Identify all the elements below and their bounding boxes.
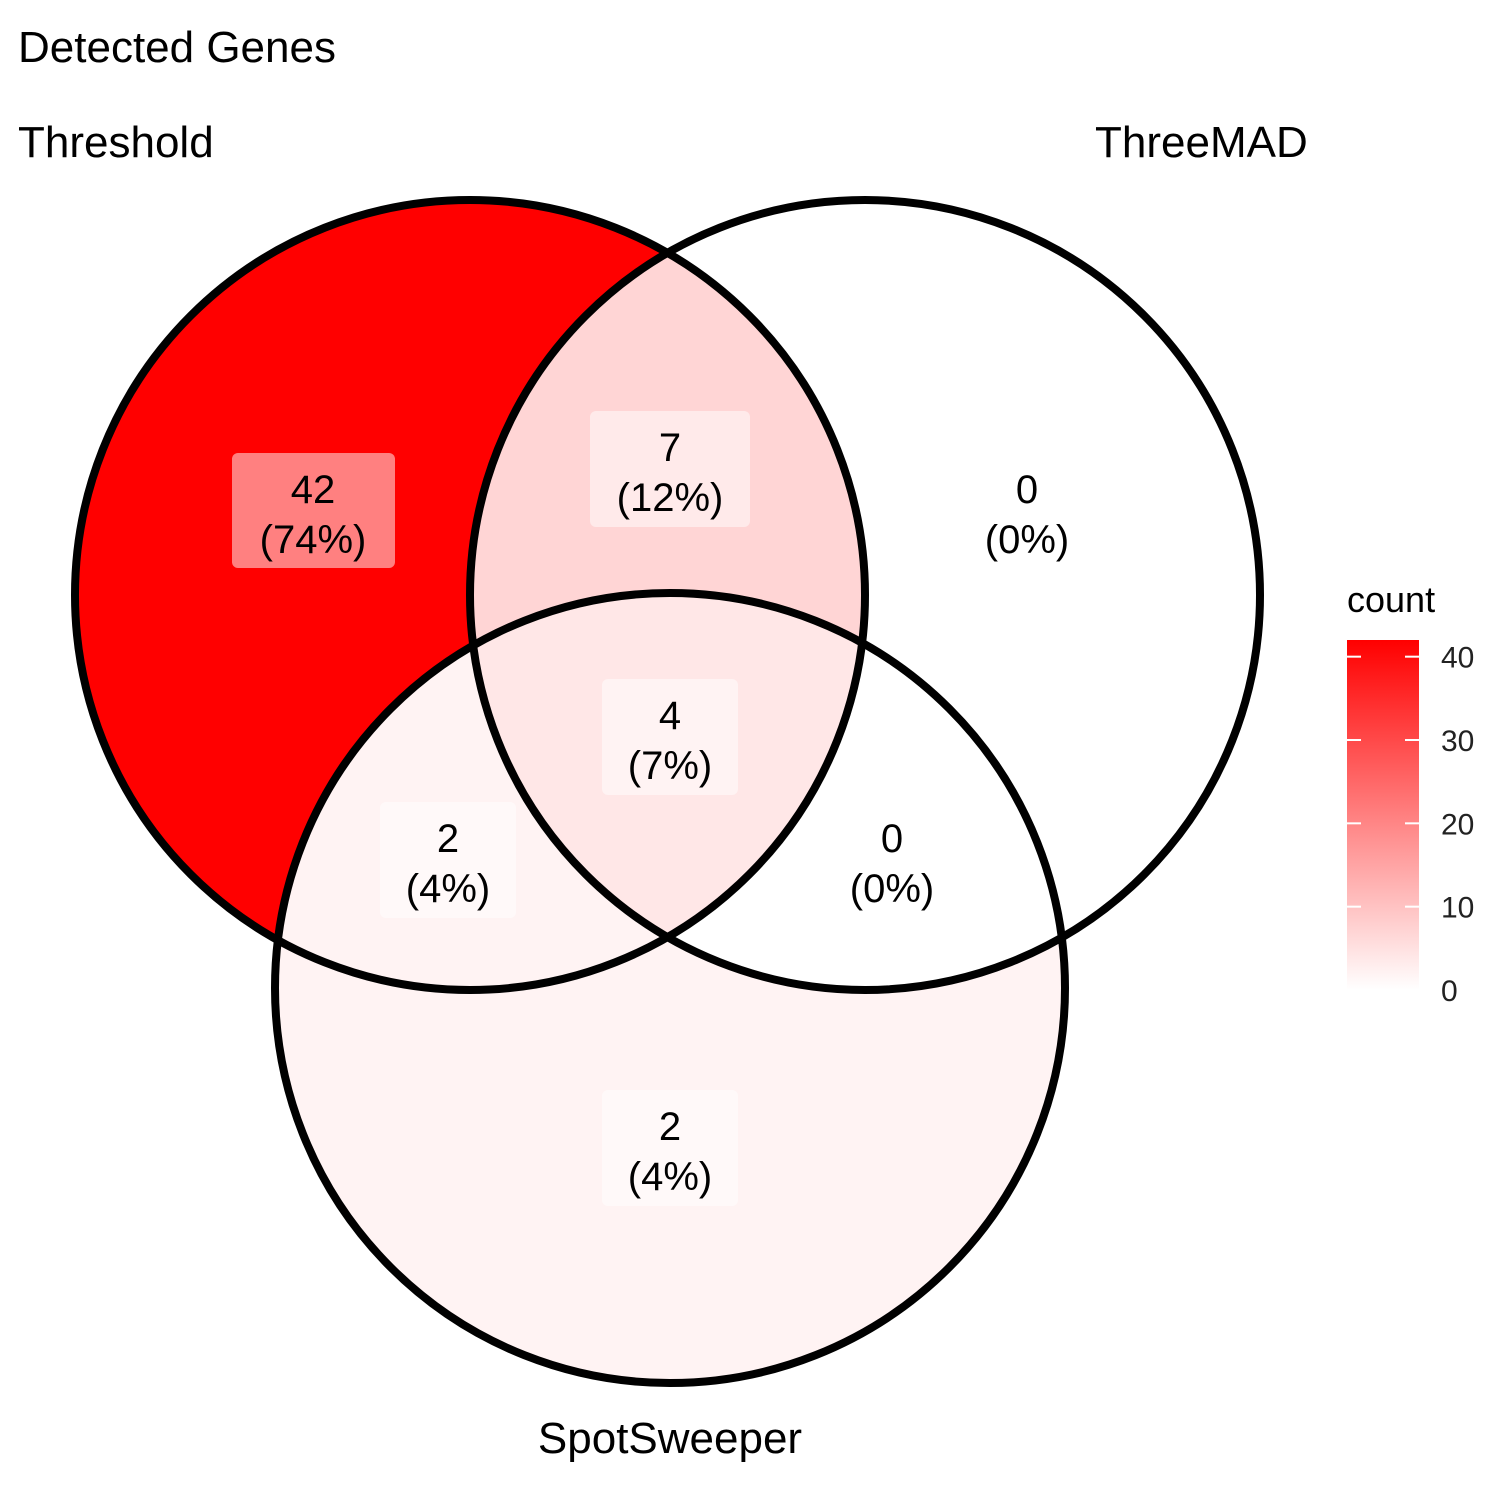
legend-ticks: 0 10 20 30 40 xyxy=(1347,642,1474,1008)
legend-tick-label: 10 xyxy=(1441,892,1474,925)
region-label-threemad-only: 0 (0%) xyxy=(962,453,1092,568)
legend-tick-label: 20 xyxy=(1441,808,1474,841)
circle-spotsweeper xyxy=(271,589,1069,1387)
region-count: 7 xyxy=(659,426,681,470)
set-label-threemad: ThreeMAD xyxy=(1095,118,1308,167)
legend-tick-label: 40 xyxy=(1441,642,1474,675)
region-count: 0 xyxy=(881,817,903,861)
region-percent: (0%) xyxy=(985,518,1069,562)
legend-tick-label: 30 xyxy=(1441,725,1474,758)
set-label-threshold: Threshold xyxy=(18,118,214,167)
region-percent: (12%) xyxy=(617,476,724,520)
region-count: 2 xyxy=(659,1105,681,1149)
circle-threemad xyxy=(466,196,1264,994)
region-count: 4 xyxy=(659,694,681,738)
region-percent: (4%) xyxy=(628,1155,712,1199)
region-label-threemad-spotsweeper: 0 (0%) xyxy=(827,802,957,918)
region-label-threshold-only: 42 (74%) xyxy=(232,453,395,568)
legend-colorbar xyxy=(1347,640,1419,990)
region-percent: (74%) xyxy=(260,518,367,562)
legend-title: count xyxy=(1347,579,1435,620)
region-percent: (7%) xyxy=(628,744,712,788)
region-label-all-three: 4 (7%) xyxy=(602,679,738,795)
chart-title: Detected Genes xyxy=(18,23,336,72)
region-label-threshold-spotsweeper: 2 (4%) xyxy=(380,802,516,918)
region-count: 0 xyxy=(1016,468,1038,512)
region-percent: (4%) xyxy=(406,867,490,911)
circle-threshold xyxy=(71,196,869,994)
region-label-spotsweeper-only: 2 (4%) xyxy=(602,1090,738,1206)
region-count: 2 xyxy=(437,817,459,861)
color-legend: count 0 10 20 30 40 xyxy=(1347,579,1474,1008)
set-label-spotsweeper: SpotSweeper xyxy=(538,1414,802,1463)
region-count: 42 xyxy=(291,468,336,512)
region-percent: (0%) xyxy=(850,867,934,911)
region-label-threshold-threemad: 7 (12%) xyxy=(590,411,750,527)
legend-tick-label: 0 xyxy=(1441,975,1458,1008)
